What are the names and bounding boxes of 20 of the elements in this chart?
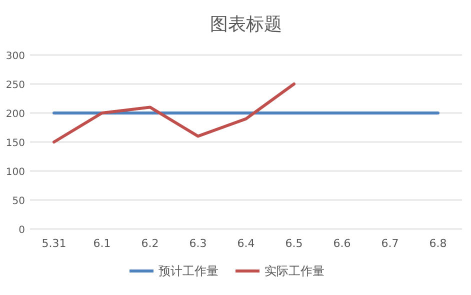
chart-title: 图表标题 [210, 14, 282, 35]
x-tick-label: 6.3 [189, 237, 207, 250]
line-series [52, 82, 296, 144]
x-tick-label: 5.31 [42, 237, 66, 250]
x-tick-label: 6.5 [285, 237, 303, 250]
y-tick-label: 100 [6, 167, 25, 178]
y-tick-label: 250 [6, 80, 25, 91]
y-tick-label: 200 [6, 109, 25, 120]
x-tick-label: 6.8 [429, 237, 447, 250]
legend-label: 实际工作量 [264, 264, 324, 278]
legend-label: 预计工作量 [158, 264, 218, 278]
y-tick-label: 50 [12, 196, 25, 207]
y-tick-label: 300 [6, 51, 25, 62]
x-tick-label: 6.1 [93, 237, 111, 250]
y-tick-label: 0 [18, 225, 25, 236]
y-tick-label: 150 [6, 138, 25, 149]
x-tick-label: 6.4 [237, 237, 255, 250]
x-tick-label: 6.2 [141, 237, 159, 250]
x-tick-label: 6.7 [381, 237, 399, 250]
x-tick-label: 6.6 [333, 237, 351, 250]
